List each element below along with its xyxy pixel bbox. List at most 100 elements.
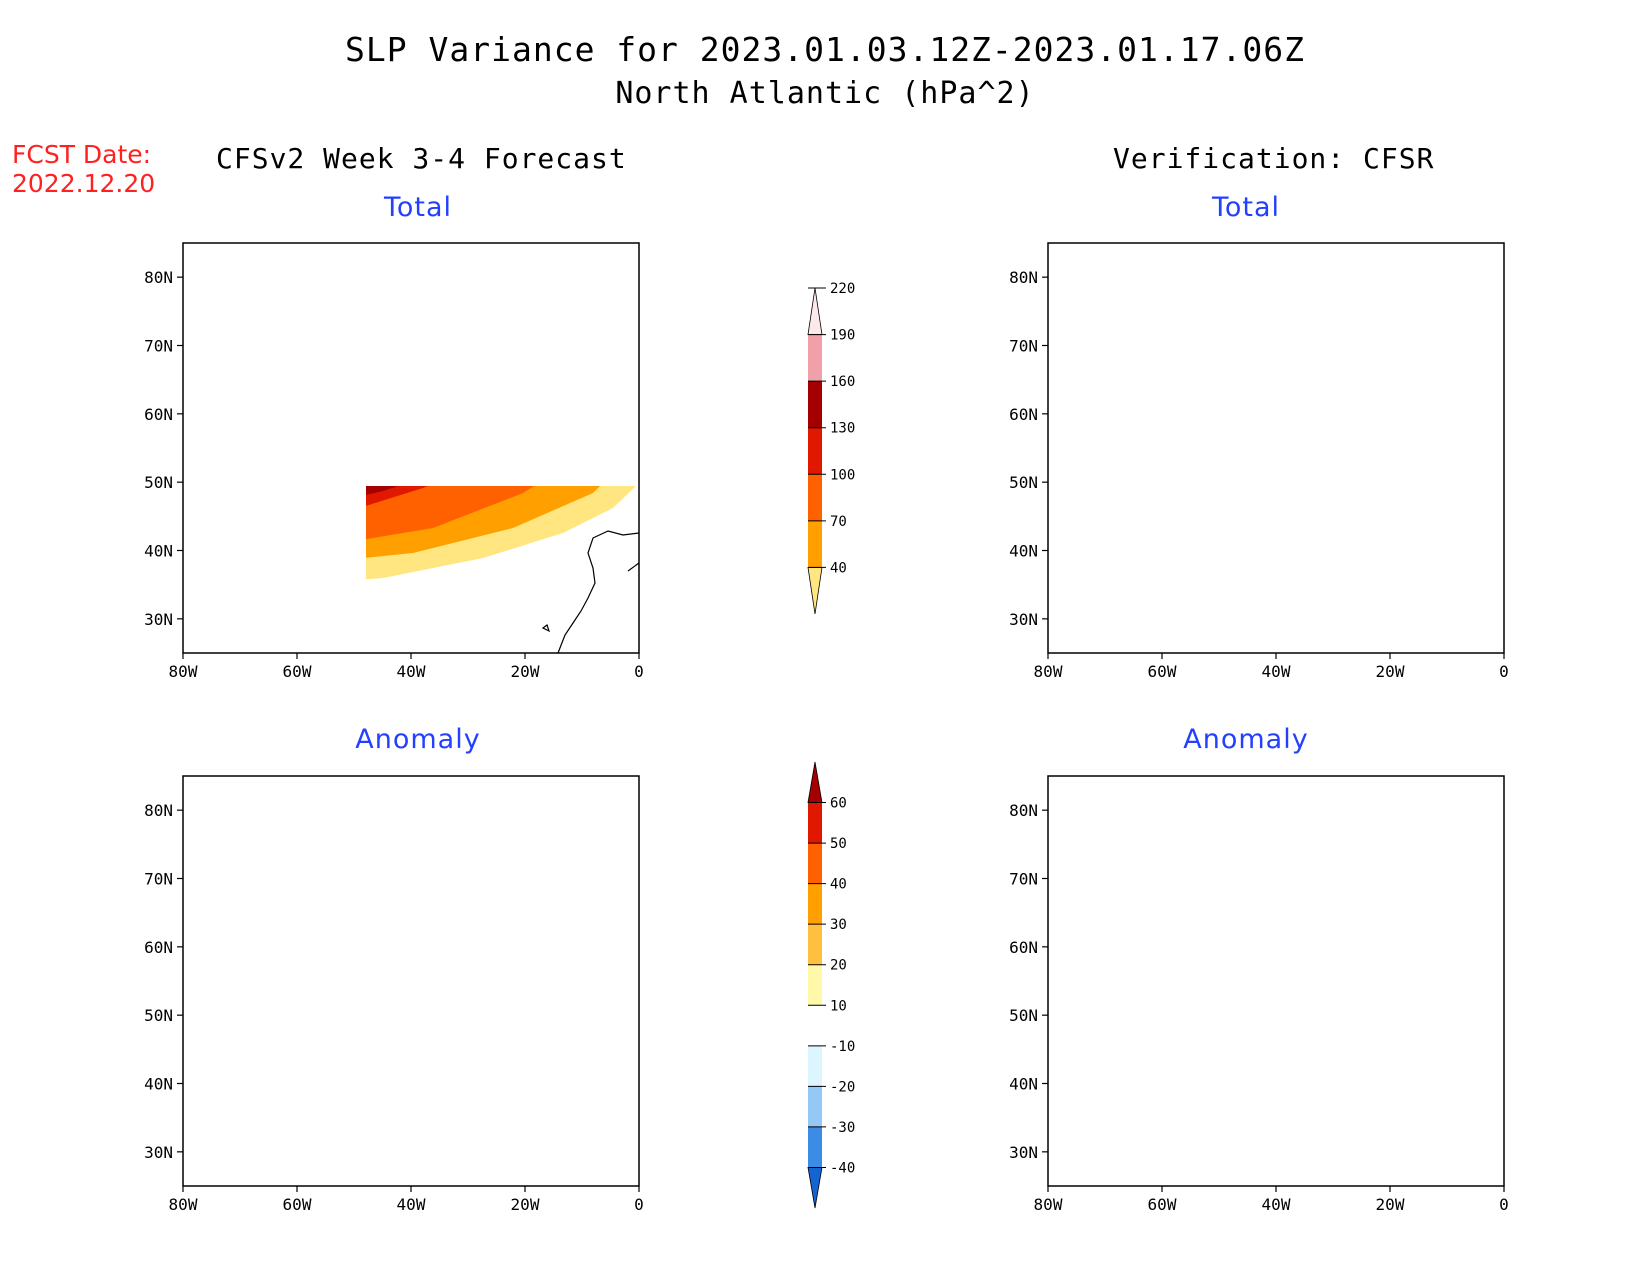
anomaly-colorbar-cell: [808, 843, 822, 884]
anomaly-colorbar-label: 30: [830, 917, 847, 933]
verification-anomaly-lat-label: 70N: [1009, 870, 1038, 889]
total-colorbar-label: 160: [830, 374, 855, 390]
verification-anomaly-lat-label: 80N: [1009, 801, 1038, 820]
verification-anomaly-lon-label: 60W: [1148, 1195, 1177, 1214]
forecast-total-title: Total: [383, 192, 453, 223]
forecast-total-map: [182, 242, 640, 654]
anomaly-colorbar: -40 -30 -20 -10 10 20 30 40 50 60: [807, 761, 855, 1209]
forecast-total-lat-label: 40N: [144, 542, 173, 561]
verification-total-lon-label: 20W: [1376, 662, 1405, 681]
total-colorbar-label: 70: [830, 514, 847, 530]
verification-total-lat-label: 50N: [1009, 473, 1038, 492]
main-subtitle: North Atlantic (hPa^2): [615, 76, 1035, 111]
verification-total-lon-label: 0: [1499, 662, 1509, 681]
forecast-total-lon-label: 0: [634, 662, 644, 681]
total-colorbar-label: 220: [830, 281, 855, 297]
forecast-date: FCST Date: 2022.12.20: [12, 140, 155, 198]
verification-total-lon-label: 40W: [1262, 662, 1291, 681]
forecast-anomaly-frame: [182, 775, 640, 1187]
verification-anomaly-lat-label: 40N: [1009, 1075, 1038, 1094]
anomaly-colorbar-cell: [808, 802, 822, 844]
forecast-anomaly-lat-label: 40N: [144, 1075, 173, 1094]
forecast-total-lat-label: 60N: [144, 405, 173, 424]
anomaly-colorbar-label: -40: [830, 1160, 855, 1176]
forecast-anomaly-lon-label: 80W: [169, 1195, 198, 1214]
total-colorbar-label: 40: [830, 560, 847, 576]
forecast-anomaly-lat-label: 70N: [144, 870, 173, 889]
anomaly-colorbar-cell: [808, 924, 822, 965]
right-column-title: Verification: CFSR: [1113, 142, 1435, 175]
total-colorbar-cell: [808, 427, 822, 475]
verification-anomaly-lat-label: 60N: [1009, 938, 1038, 957]
total-colorbar: 40 70 100 130 160 190 220: [807, 281, 855, 615]
verification-anomaly-lat-label: 50N: [1009, 1006, 1038, 1025]
forecast-total-lon-label: 80W: [169, 662, 198, 681]
verification-anomaly-map: [1047, 775, 1505, 1187]
forecast-total-lon-label: 20W: [511, 662, 540, 681]
anomaly-colorbar-label: -20: [830, 1079, 855, 1095]
forecast-total-lat-label: 70N: [144, 337, 173, 356]
forecast-total-lon-label: 60W: [283, 662, 312, 681]
verification-anomaly-lon-label: 80W: [1034, 1195, 1063, 1214]
forecast-anomaly-lat-label: 80N: [144, 801, 173, 820]
anomaly-colorbar-label: 10: [830, 998, 847, 1014]
forecast-anomaly-lon-label: 20W: [511, 1195, 540, 1214]
main-title: SLP Variance for 2023.01.03.12Z-2023.01.…: [345, 30, 1305, 69]
verification-total-title: Total: [1211, 192, 1281, 223]
total-colorbar-label: 130: [830, 421, 855, 437]
forecast-anomaly-map: [182, 775, 640, 1187]
total-colorbar-cell: [808, 474, 822, 521]
axes-layer: 80W 60W 40W 20W 0 80N 70N 60N 50N 40N 30N 80W 60W 40W…: [144, 268, 1509, 1214]
total-colorbar-label: 100: [830, 467, 855, 483]
anomaly-colorbar-cell: [808, 883, 822, 925]
verification-total-lat-label: 30N: [1009, 610, 1038, 629]
forecast-date-value: 2022.12.20: [12, 169, 156, 198]
verification-total-frame: [1047, 242, 1505, 654]
forecast-date-label: FCST Date:: [12, 140, 152, 169]
anomaly-colorbar-label: -30: [830, 1120, 855, 1136]
verification-total-map: [1047, 242, 1505, 654]
anomaly-colorbar-label: 60: [830, 796, 847, 812]
verification-total-lat-label: 80N: [1009, 268, 1038, 287]
forecast-total-lon-label: 40W: [397, 662, 426, 681]
forecast-anomaly-lat-label: 30N: [144, 1143, 173, 1162]
verification-total-lat-label: 60N: [1009, 405, 1038, 424]
anomaly-colorbar-label: 50: [830, 836, 847, 852]
verification-total-lon-label: 60W: [1148, 662, 1177, 681]
verification-anomaly-lat-label: 30N: [1009, 1143, 1038, 1162]
verification-anomaly-lon-label: 40W: [1262, 1195, 1291, 1214]
forecast-anomaly-lon-label: 40W: [397, 1195, 426, 1214]
left-column-title: CFSv2 Week 3-4 Forecast: [216, 142, 627, 175]
anomaly-colorbar-label: 40: [830, 877, 847, 893]
forecast-anomaly-title: Anomaly: [355, 724, 481, 755]
forecast-total-lat-label: 50N: [144, 473, 173, 492]
anomaly-colorbar-cell: [808, 1005, 822, 1046]
anomaly-colorbar-label: 20: [830, 958, 847, 974]
total-colorbar-cell: [807, 567, 823, 615]
verification-anomaly-lon-label: 20W: [1376, 1195, 1405, 1214]
anomaly-colorbar-cell: [808, 1045, 822, 1087]
forecast-total-lat-label: 80N: [144, 268, 173, 287]
anomaly-colorbar-cell: [808, 1126, 822, 1168]
total-colorbar-cell: [808, 334, 822, 382]
anomaly-colorbar-label: -10: [830, 1039, 855, 1055]
anomaly-colorbar-cell: [807, 1167, 823, 1209]
forecast-anomaly-lat-label: 60N: [144, 938, 173, 957]
forecast-anomaly-lat-label: 50N: [144, 1006, 173, 1025]
total-colorbar-label: 190: [830, 328, 855, 344]
anomaly-colorbar-cell: [808, 964, 822, 1006]
verification-anomaly-lon-label: 0: [1499, 1195, 1509, 1214]
total-colorbar-cell: [808, 381, 822, 428]
anomaly-colorbar-cell: [807, 761, 823, 803]
verification-anomaly-frame: [1047, 775, 1505, 1187]
total-colorbar-cell: [807, 287, 823, 335]
forecast-anomaly-lon-label: 0: [634, 1195, 644, 1214]
forecast-total-lat-label: 30N: [144, 610, 173, 629]
verification-anomaly-title: Anomaly: [1183, 724, 1309, 755]
forecast-anomaly-lon-label: 60W: [283, 1195, 312, 1214]
verification-total-lat-label: 40N: [1009, 542, 1038, 561]
anomaly-colorbar-cell: [808, 1086, 822, 1127]
total-colorbar-cell: [808, 520, 822, 568]
verification-total-lon-label: 80W: [1034, 662, 1063, 681]
